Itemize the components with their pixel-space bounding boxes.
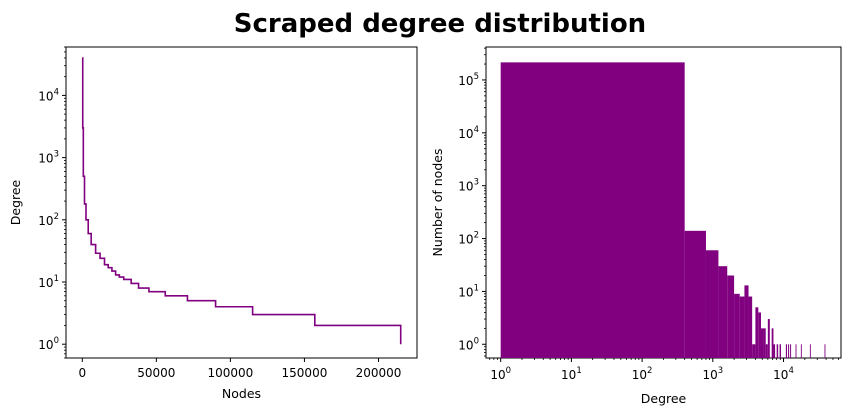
histogram-bar (809, 344, 811, 358)
right-x-tick-label: 102 (632, 366, 653, 382)
left-x-tick-label: 100000 (207, 366, 253, 380)
histogram-bar (795, 344, 797, 358)
right-x-tick-label: 104 (773, 366, 794, 382)
histogram-bar (748, 296, 753, 358)
histogram-bar (767, 319, 770, 358)
histogram-bar (790, 344, 792, 358)
histogram-bar (776, 344, 779, 358)
right-x-tick-label: 101 (561, 366, 582, 382)
figure-title: Scraped degree distribution (234, 9, 646, 39)
right-y-axis-label: Number of nodes (430, 149, 445, 257)
left-x-tick-label: 200000 (356, 366, 402, 380)
left-y-axis-label: Degree (8, 179, 23, 225)
histogram-bar (771, 328, 774, 358)
left-y-tick-label: 104 (38, 87, 59, 103)
left-y-ticks: 100 101 102 103 104 (38, 46, 66, 359)
histogram-bar (788, 344, 790, 358)
histogram-bar (763, 328, 766, 358)
histogram-bar (773, 344, 776, 358)
right-y-tick-label: 101 (458, 283, 479, 299)
left-x-ticks: 0 50000 100000 150000 200000 (78, 358, 401, 380)
right-y-tick-label: 104 (458, 125, 479, 141)
left-x-axis-label: Nodes (222, 386, 261, 401)
right-plot-area (500, 62, 826, 359)
right-y-tick-label: 100 (458, 336, 479, 352)
left-y-tick-label: 101 (38, 274, 59, 290)
histogram-bar (760, 328, 764, 358)
left-y-tick-label: 103 (38, 150, 59, 166)
histogram-bar (718, 266, 728, 358)
right-x-tick-label: 100 (490, 366, 511, 382)
left-y-tick-label: 100 (38, 336, 59, 352)
histogram-bar (727, 275, 735, 358)
histogram-bar (752, 344, 756, 358)
left-x-tick-label: 50000 (137, 366, 175, 380)
left-plot-frame (65, 46, 418, 359)
right-x-ticks: 100 101 102 103 104 (489, 358, 839, 382)
histogram-bar (800, 344, 802, 358)
left-y-tick-label: 102 (38, 212, 59, 228)
histogram-bar (765, 344, 768, 358)
histogram-bar (785, 344, 787, 358)
histogram-bar (500, 62, 685, 359)
histogram-bar (824, 344, 826, 358)
left-x-tick-label: 150000 (282, 366, 328, 380)
right-x-axis-label: Degree (641, 391, 687, 406)
histogram-bar (739, 296, 745, 358)
histogram-bar (705, 250, 719, 358)
histogram-bar (779, 344, 781, 358)
right-chart-degree-histogram: 100 101 102 103 104 100 101 102 103 104 105 Degre… (430, 46, 842, 406)
histogram-bar (758, 312, 761, 358)
right-y-tick-label: 103 (458, 178, 479, 194)
histogram-bar (684, 230, 706, 358)
degree-line (81, 57, 402, 345)
histogram-bar (755, 307, 759, 358)
right-y-ticks: 100 101 102 103 104 105 (458, 47, 486, 357)
left-x-tick-label: 0 (78, 366, 86, 380)
right-x-tick-label: 103 (702, 366, 723, 382)
histogram-bar (734, 293, 740, 358)
right-y-tick-label: 102 (458, 231, 479, 247)
right-y-tick-label: 105 (458, 72, 479, 88)
left-plot-area (81, 57, 402, 345)
left-chart-degree-by-node: 0 50000 100000 150000 200000 100 101 102 103 104… (8, 46, 418, 401)
histogram-bar (744, 285, 749, 358)
